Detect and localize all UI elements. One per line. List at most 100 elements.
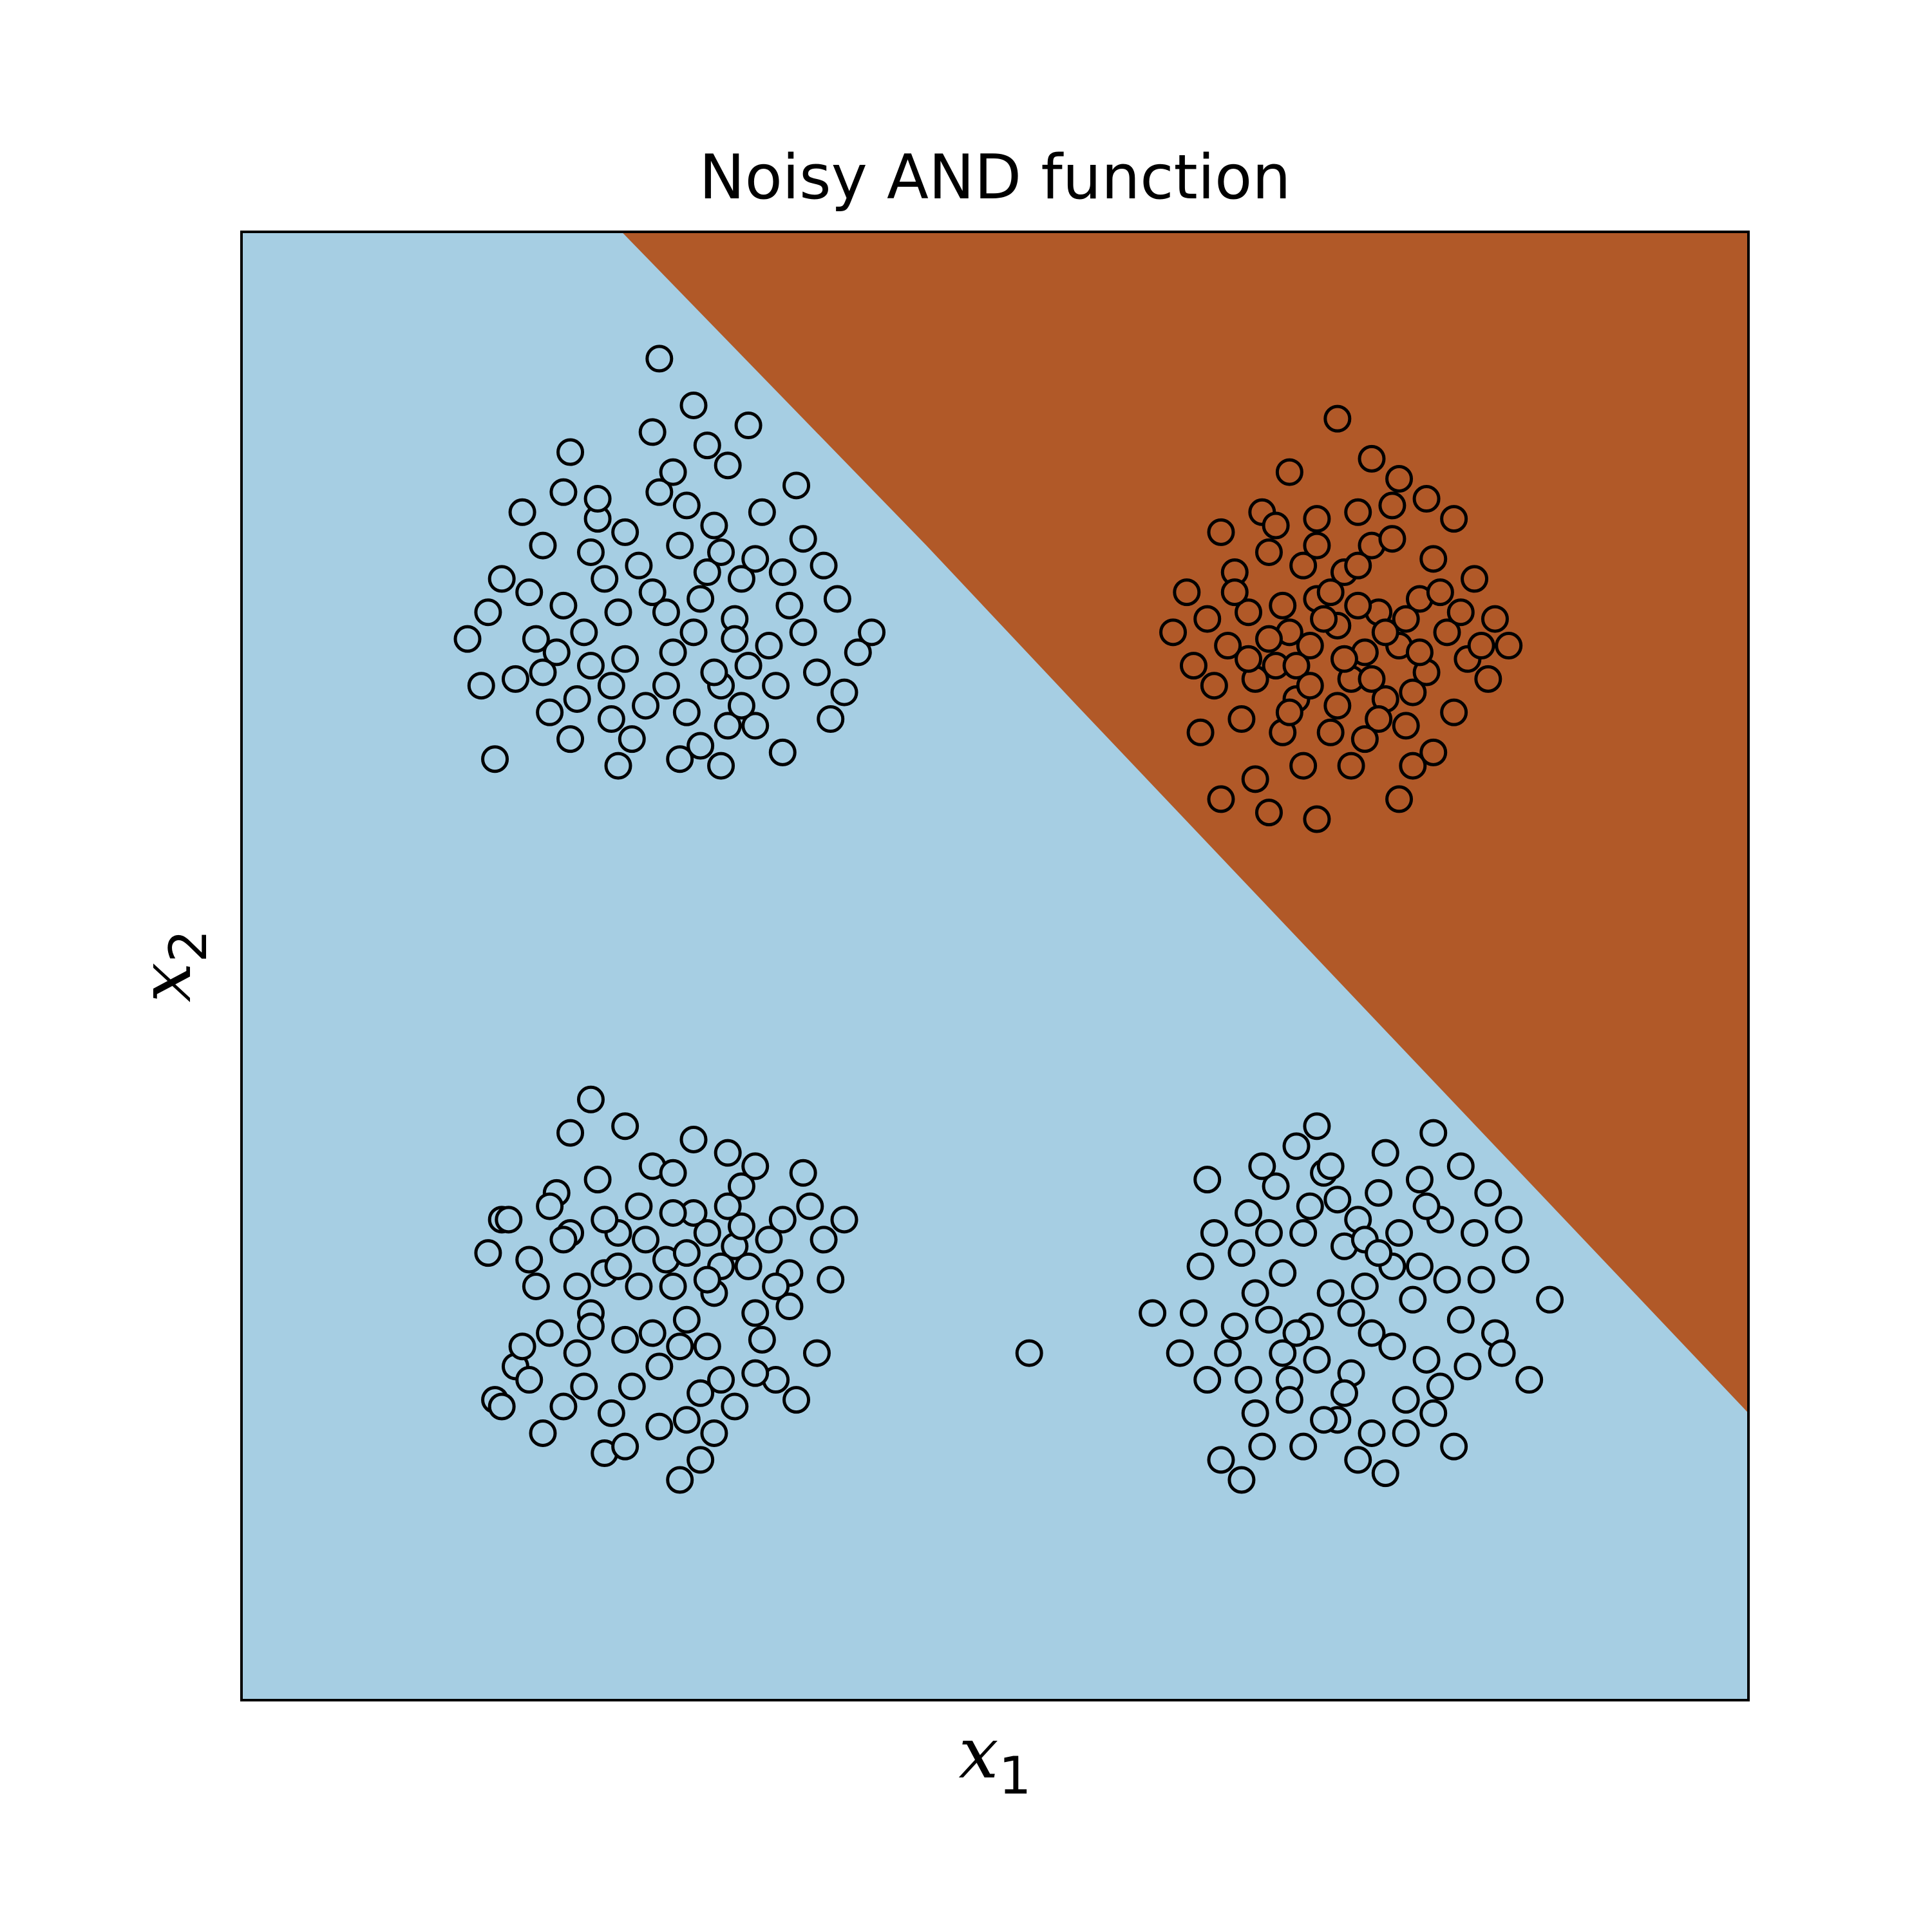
data-point-class-0 bbox=[659, 1272, 687, 1300]
data-point-class-0 bbox=[583, 1166, 612, 1194]
data-point-class-0 bbox=[1248, 1152, 1276, 1180]
data-point-class-0 bbox=[1392, 1386, 1420, 1414]
data-point-class-0 bbox=[666, 1332, 694, 1361]
data-point-class-0 bbox=[556, 438, 585, 466]
data-point-class-1 bbox=[1330, 645, 1358, 673]
data-point-class-0 bbox=[775, 1293, 804, 1321]
data-point-class-0 bbox=[1235, 1366, 1263, 1394]
data-point-class-0 bbox=[1323, 1186, 1352, 1214]
data-point-class-0 bbox=[488, 1392, 516, 1421]
data-point-class-1 bbox=[1296, 632, 1324, 660]
data-point-class-0 bbox=[1344, 1446, 1372, 1474]
data-point-class-0 bbox=[679, 618, 708, 647]
data-point-class-0 bbox=[1255, 1305, 1283, 1334]
data-point-class-0 bbox=[700, 1419, 728, 1447]
data-point-class-0 bbox=[625, 551, 653, 580]
data-point-class-1 bbox=[1173, 578, 1201, 607]
data-point-class-0 bbox=[659, 458, 687, 486]
data-point-class-0 bbox=[1193, 1166, 1222, 1194]
data-point-class-0 bbox=[707, 1366, 735, 1394]
data-point-class-1 bbox=[1179, 652, 1208, 680]
data-point-class-0 bbox=[515, 578, 544, 607]
data-point-class-0 bbox=[672, 1305, 701, 1334]
data-point-class-0 bbox=[659, 1159, 687, 1187]
data-point-class-0 bbox=[529, 531, 557, 560]
data-point-class-0 bbox=[1433, 1265, 1461, 1294]
data-point-class-0 bbox=[1139, 1299, 1167, 1327]
data-point-class-0 bbox=[597, 705, 625, 734]
data-point-class-0 bbox=[693, 1265, 721, 1294]
data-point-class-0 bbox=[1303, 1112, 1331, 1141]
data-point-class-0 bbox=[802, 1339, 831, 1367]
data-point-class-0 bbox=[817, 1265, 845, 1294]
data-point-class-1 bbox=[1426, 578, 1454, 607]
data-point-class-1 bbox=[1207, 518, 1235, 546]
x-axis-label: x1 bbox=[959, 1712, 1032, 1806]
data-point-class-0 bbox=[789, 618, 817, 647]
data-point-class-0 bbox=[748, 1325, 776, 1354]
data-point-class-0 bbox=[481, 745, 509, 773]
data-point-class-0 bbox=[625, 1192, 653, 1220]
data-point-class-0 bbox=[727, 1212, 755, 1240]
data-point-class-1 bbox=[1344, 591, 1372, 620]
data-point-class-0 bbox=[734, 412, 762, 440]
data-point-class-1 bbox=[1262, 511, 1290, 540]
data-point-class-0 bbox=[700, 658, 728, 687]
data-point-class-0 bbox=[515, 1366, 544, 1394]
data-point-class-0 bbox=[693, 431, 721, 460]
data-point-class-1 bbox=[1255, 538, 1283, 566]
data-point-class-0 bbox=[501, 665, 529, 693]
data-point-class-0 bbox=[1282, 1319, 1311, 1347]
data-point-class-0 bbox=[679, 1125, 708, 1153]
data-point-class-1 bbox=[1241, 765, 1269, 793]
data-point-class-0 bbox=[638, 1319, 667, 1347]
data-point-class-0 bbox=[741, 712, 770, 740]
data-point-class-0 bbox=[741, 1299, 770, 1327]
data-point-class-0 bbox=[1255, 1219, 1283, 1247]
data-point-class-1 bbox=[1378, 491, 1406, 520]
data-point-class-0 bbox=[1316, 1152, 1345, 1180]
data-point-class-1 bbox=[1358, 444, 1386, 473]
data-point-class-0 bbox=[1419, 1399, 1448, 1427]
data-point-class-1 bbox=[1289, 752, 1318, 780]
data-point-class-0 bbox=[693, 1332, 721, 1361]
data-point-class-0 bbox=[611, 1112, 639, 1141]
data-point-class-0 bbox=[1214, 1339, 1242, 1367]
data-point-class-0 bbox=[830, 678, 858, 706]
data-point-class-0 bbox=[844, 638, 872, 667]
data-point-class-1 bbox=[1159, 618, 1188, 647]
data-point-class-0 bbox=[1282, 1132, 1311, 1160]
data-point-class-0 bbox=[755, 632, 783, 660]
data-point-class-0 bbox=[672, 698, 701, 726]
data-point-class-1 bbox=[1412, 485, 1441, 513]
data-point-class-1 bbox=[1378, 525, 1406, 553]
data-point-class-1 bbox=[1323, 404, 1352, 433]
data-point-class-1 bbox=[1495, 632, 1523, 660]
data-point-class-0 bbox=[1515, 1366, 1544, 1394]
data-point-class-0 bbox=[672, 1406, 701, 1434]
data-point-class-0 bbox=[858, 618, 886, 647]
data-point-class-1 bbox=[1344, 551, 1372, 580]
data-point-class-0 bbox=[1365, 1239, 1393, 1267]
data-point-class-0 bbox=[576, 1312, 605, 1341]
data-point-class-1 bbox=[1303, 531, 1331, 560]
data-point-class-0 bbox=[693, 1219, 721, 1247]
data-point-class-1 bbox=[1323, 692, 1352, 720]
decision-regions bbox=[242, 232, 1748, 1700]
data-point-class-0 bbox=[1337, 1299, 1365, 1327]
data-point-class-1 bbox=[1214, 632, 1242, 660]
data-point-class-0 bbox=[611, 518, 639, 546]
data-point-class-1 bbox=[1316, 718, 1345, 746]
y-axis-label-base: x bbox=[124, 962, 207, 1002]
data-point-class-0 bbox=[611, 1325, 639, 1354]
data-point-class-0 bbox=[810, 551, 838, 580]
data-point-class-0 bbox=[1303, 1345, 1331, 1374]
data-point-class-0 bbox=[1166, 1339, 1194, 1367]
data-point-class-1 bbox=[1227, 705, 1256, 734]
data-point-class-0 bbox=[563, 1339, 591, 1367]
data-point-class-1 bbox=[1316, 578, 1345, 607]
data-point-class-0 bbox=[597, 672, 625, 700]
data-point-class-1 bbox=[1275, 458, 1303, 486]
data-point-class-0 bbox=[1365, 1179, 1393, 1207]
data-point-class-0 bbox=[536, 1192, 564, 1220]
